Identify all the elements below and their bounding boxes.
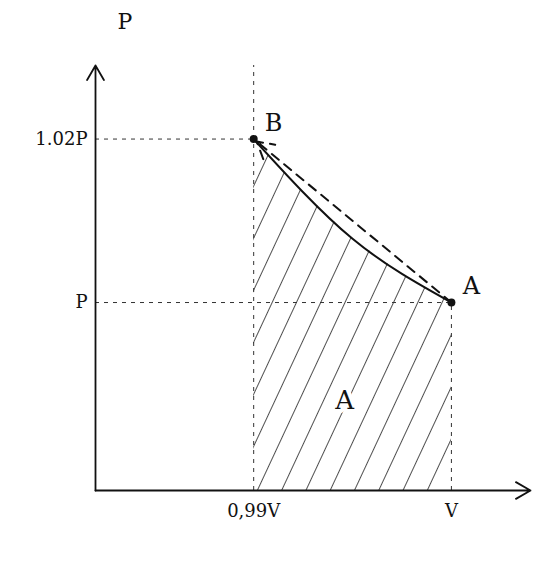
svg-text:0,99V: 0,99V bbox=[227, 500, 281, 521]
svg-text:P: P bbox=[75, 291, 87, 312]
svg-text:A: A bbox=[334, 385, 355, 415]
svg-text:P: P bbox=[118, 9, 133, 34]
svg-text:V: V bbox=[444, 500, 459, 521]
svg-text:A: A bbox=[462, 272, 481, 300]
svg-text:1.02P: 1.02P bbox=[35, 128, 87, 149]
svg-text:B: B bbox=[265, 109, 283, 137]
